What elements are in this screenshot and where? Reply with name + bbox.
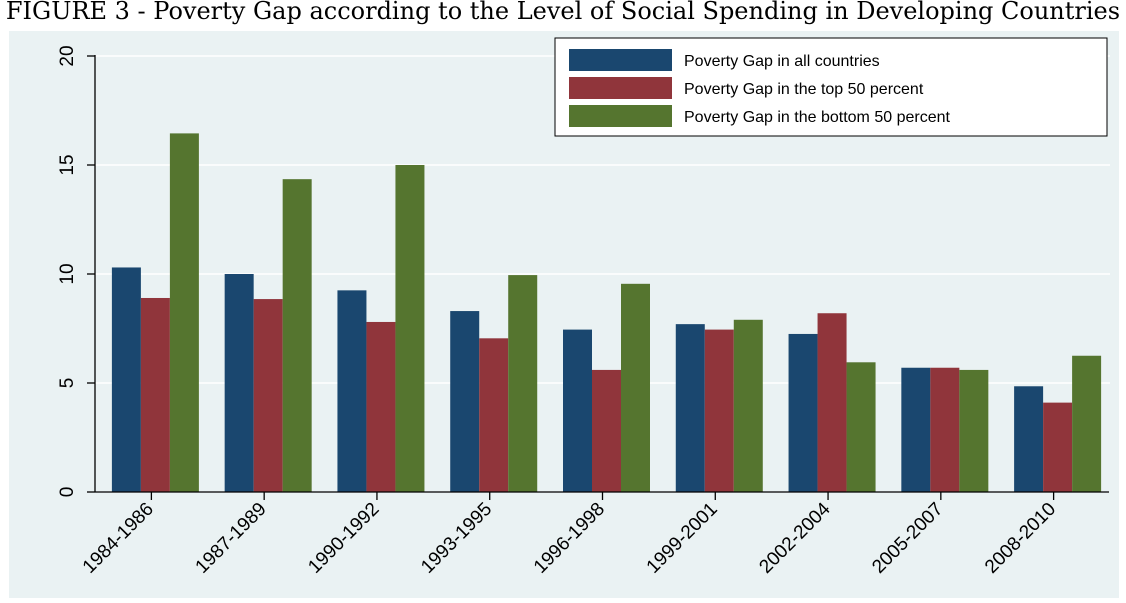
bar-series1-cat3: [479, 338, 509, 492]
x-tick-label-5: 1999-2001: [643, 499, 722, 578]
bar-series2-cat7: [959, 369, 989, 492]
x-tick-label-2: 1990-1992: [304, 499, 383, 578]
bar-series1-cat6: [817, 313, 847, 492]
bar-series1-cat5: [704, 329, 734, 492]
bar-series1-cat2: [366, 321, 396, 492]
bar-series2-cat6: [846, 362, 876, 492]
y-tick-label-3: 15: [57, 154, 78, 175]
bar-series0-cat3: [450, 311, 480, 492]
y-tick-label-2: 10: [57, 263, 78, 284]
legend-swatch-0: [569, 49, 672, 71]
bar-series0-cat0: [111, 267, 141, 492]
bar-series1-cat7: [930, 367, 960, 492]
bar-series0-cat8: [1014, 386, 1044, 492]
x-tick-label-3: 1993-1995: [417, 499, 496, 578]
bar-series0-cat7: [901, 367, 931, 492]
bar-series0-cat5: [675, 324, 705, 492]
bar-series2-cat1: [282, 179, 312, 493]
bar-series1-cat0: [140, 297, 170, 492]
y-axis-ticks: 0 5 10 15 20: [57, 45, 95, 497]
x-tick-label-7: 2005-2007: [868, 499, 947, 578]
legend-label-1: Poverty Gap in the top 50 percent: [684, 81, 924, 98]
bar-series1-cat8: [1043, 402, 1073, 492]
legend-swatch-1: [569, 77, 672, 99]
bar-series0-cat6: [788, 333, 818, 492]
y-tick-label-4: 20: [57, 45, 78, 66]
x-axis-ticks: 1984-1986 1987-1989 1990-1992 1993-1995 1996…: [79, 492, 1060, 578]
bar-series0-cat1: [224, 274, 254, 492]
bars: [111, 133, 1102, 493]
figure-title: FIGURE 3 - Poverty Gap according to the …: [5, 0, 1121, 25]
bar-series2-cat8: [1072, 355, 1102, 492]
bar-series1-cat4: [592, 369, 621, 492]
y-tick-label-0: 0: [57, 487, 78, 498]
bar-series0-cat4: [563, 329, 592, 492]
legend-label-0: Poverty Gap in all countries: [684, 53, 880, 70]
bar-series2-cat4: [621, 283, 650, 492]
bar-series2-cat5: [733, 319, 763, 492]
legend: Poverty Gap in all countries Poverty Gap …: [554, 37, 1108, 137]
bar-series2-cat3: [508, 275, 538, 492]
bar-series1-cat1: [253, 299, 283, 492]
x-tick-label-1: 1987-1989: [192, 499, 271, 578]
bar-series0-cat2: [337, 290, 367, 492]
x-tick-label-6: 2002-2004: [755, 498, 834, 577]
y-tick-label-1: 5: [57, 378, 78, 389]
legend-label-2: Poverty Gap in the bottom 50 percent: [684, 109, 950, 126]
x-tick-label-0: 1984-1986: [79, 499, 158, 578]
bar-series2-cat2: [395, 165, 425, 492]
legend-swatch-2: [569, 105, 672, 127]
x-tick-label-8: 2008-2010: [981, 499, 1060, 578]
x-tick-label-4: 1996-1998: [530, 499, 609, 578]
bar-series2-cat0: [169, 133, 199, 492]
